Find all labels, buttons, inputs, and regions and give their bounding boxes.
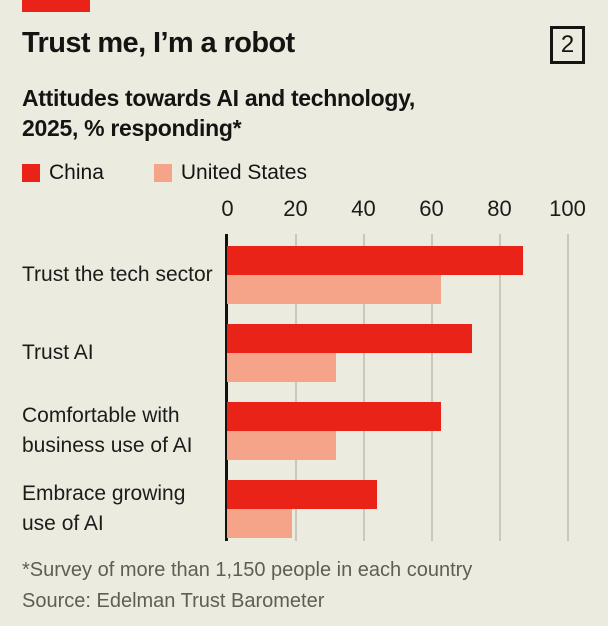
- bar-row: Comfortable with business use of AI: [0, 402, 608, 460]
- bar-rows: Trust the tech sector Trust AI Comfortable…: [0, 246, 608, 558]
- x-axis-tick-label: 0: [221, 196, 234, 221]
- brand-tab: [22, 0, 90, 12]
- gridline: [430, 234, 433, 541]
- chart-number-badge: 2: [550, 26, 585, 64]
- bar-row: Trust AI: [0, 324, 608, 382]
- footer: *Survey of more than 1,150 people in eac…: [22, 555, 472, 617]
- bar-pair: [227, 402, 567, 460]
- x-axis-tick-label: 100: [549, 196, 586, 221]
- x-axis-tick-labels: 0 20 40 60 80 100: [0, 196, 608, 226]
- bar-chart: 0 20 40 60 80 100 Trust the tech sector Trust …: [0, 196, 608, 542]
- bar-china: [227, 324, 472, 353]
- bar-row: Embrace growing use of AI: [0, 480, 608, 538]
- bar-united-states: [227, 431, 336, 460]
- bar-pair: [227, 324, 567, 382]
- bar-united-states: [227, 509, 292, 538]
- gridline: [362, 234, 365, 541]
- legend-label-china: China: [49, 161, 104, 184]
- legend-label-united-states: United States: [180, 161, 307, 184]
- bar-china: [227, 402, 442, 431]
- chart-subtitle: Attitudes towards AI and technology, 202…: [22, 85, 415, 141]
- bar-china: [227, 246, 523, 275]
- legend-swatch-united-states: [153, 164, 172, 182]
- category-label: Comfortable with business use of AI: [22, 404, 193, 457]
- footnote: *Survey of more than 1,150 people in eac…: [22, 559, 473, 581]
- x-axis-tick-label: 20: [283, 196, 308, 221]
- bar-united-states: [227, 353, 336, 382]
- legend-item-china: China: [22, 161, 104, 185]
- x-axis-tick-label: 60: [419, 196, 444, 221]
- category-label: Trust the tech sector: [22, 263, 213, 286]
- gridline: [498, 234, 501, 541]
- plot-area: Trust the tech sector Trust AI Comfortable…: [0, 234, 608, 541]
- bar-united-states: [227, 275, 442, 304]
- chart-number: 2: [560, 31, 575, 58]
- chart-title: Trust me, I’m a robot: [22, 27, 295, 59]
- gridline: [294, 234, 297, 541]
- legend-item-united-states: United States: [153, 161, 307, 185]
- legend-swatch-china: [22, 164, 40, 182]
- bar-china: [227, 480, 377, 509]
- x-axis-tick-label: 80: [487, 196, 512, 221]
- bar-pair: [227, 480, 567, 538]
- category-label: Embrace growing use of AI: [22, 482, 186, 535]
- gridline: [566, 234, 569, 541]
- bar-pair: [227, 246, 567, 304]
- source-line: Source: Edelman Trust Barometer: [22, 590, 325, 612]
- category-label: Trust AI: [22, 341, 94, 364]
- x-axis-tick-label: 40: [351, 196, 376, 221]
- bar-row: Trust the tech sector: [0, 246, 608, 304]
- legend: China United States: [22, 161, 307, 185]
- y-axis-baseline: [225, 234, 228, 541]
